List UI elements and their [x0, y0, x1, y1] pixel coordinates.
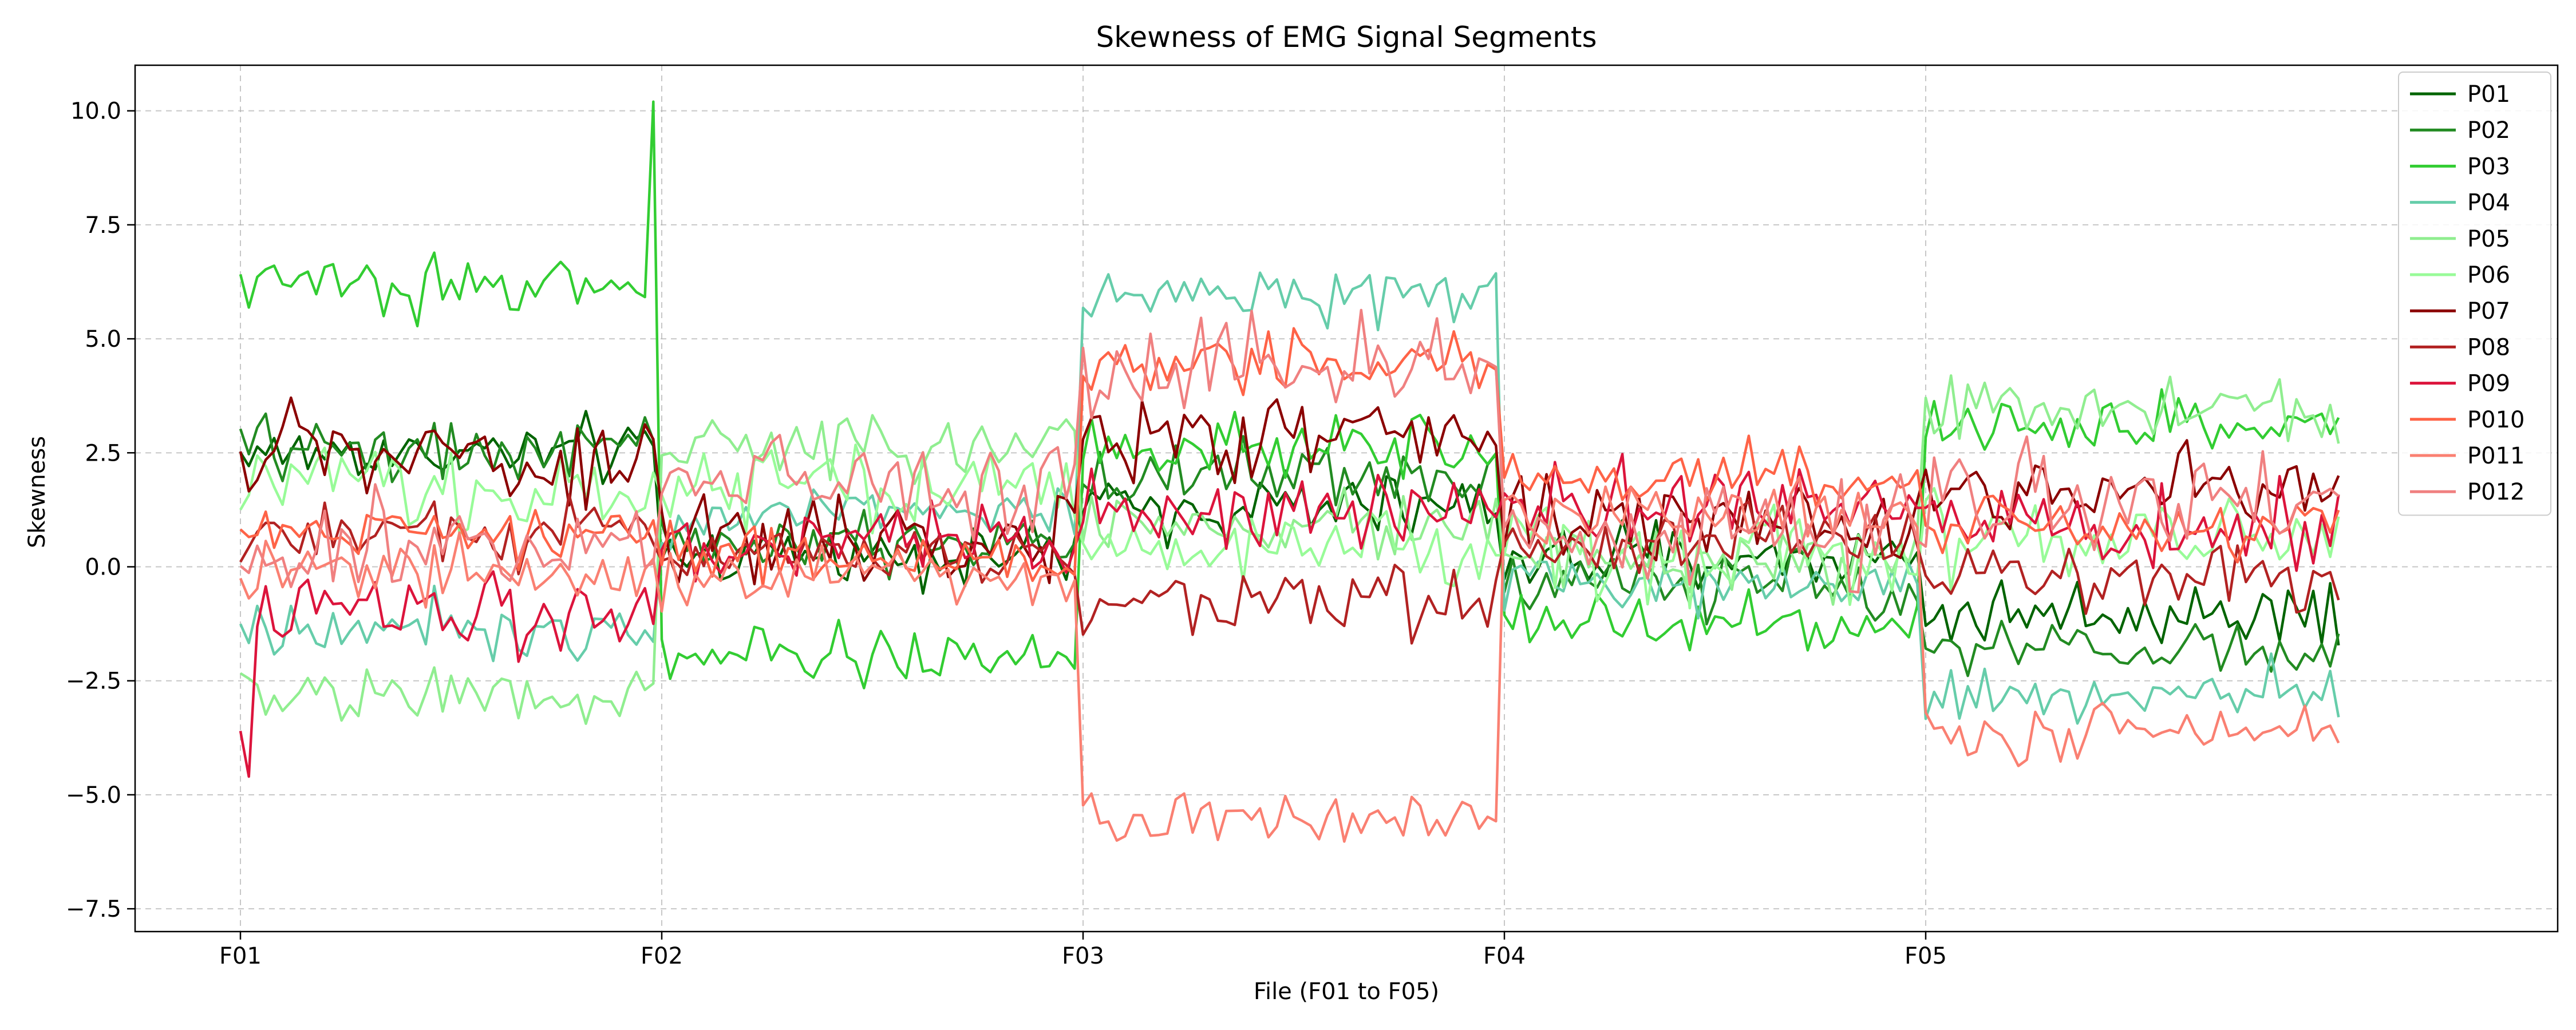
- x-tick-label: F02: [641, 943, 683, 969]
- legend-label: P04: [2467, 190, 2510, 216]
- y-tick-label: 10.0: [70, 98, 121, 125]
- x-axis-ticks: F01 F02 F03 F04 F05: [219, 932, 1947, 969]
- axes-frame: [134, 64, 2559, 933]
- legend-box: [2398, 72, 2551, 516]
- y-axis-label: Skewness: [24, 436, 50, 548]
- x-tick-label: F01: [219, 943, 262, 969]
- plot-area: [239, 100, 2340, 843]
- series-line-p03: [239, 100, 2340, 690]
- series-line-p04: [239, 271, 2340, 725]
- y-tick-label: 5.0: [85, 326, 121, 352]
- legend-label: P08: [2467, 334, 2510, 360]
- y-tick-label: 0.0: [85, 554, 121, 581]
- legend-label: P09: [2467, 371, 2510, 397]
- y-tick-label: 2.5: [85, 440, 121, 466]
- y-tick-label: −7.5: [66, 896, 121, 922]
- legend-label: P06: [2467, 262, 2510, 288]
- x-axis-label: File (F01 to F05): [1254, 978, 1439, 1005]
- series-line-p010: [239, 327, 2340, 588]
- y-tick-label: −5.0: [66, 782, 121, 809]
- y-tick-label: 7.5: [85, 212, 121, 239]
- series-line-p012: [239, 308, 2340, 594]
- legend-label: P012: [2467, 479, 2524, 505]
- legend-label: P05: [2467, 226, 2510, 252]
- x-tick-label: F03: [1062, 943, 1104, 969]
- legend-label: P02: [2467, 117, 2510, 144]
- legend: P01 P02 P03 P04 P05 P06 P07 P08 P09 P010 P011 P012: [2398, 72, 2551, 516]
- legend-label: P011: [2467, 443, 2524, 469]
- series-line-p011: [239, 476, 2340, 843]
- legend-label: P07: [2467, 298, 2510, 324]
- legend-label: P010: [2467, 407, 2524, 433]
- legend-label: P01: [2467, 81, 2510, 108]
- series-line-p08: [239, 493, 2340, 645]
- chart-title: Skewness of EMG Signal Segments: [1096, 21, 1597, 54]
- y-axis-ticks: −7.5 −5.0 −2.5 0.0 2.5 5.0 7.5 10.0: [66, 98, 135, 922]
- y-tick-label: −2.5: [66, 668, 121, 695]
- series-line-p02: [239, 412, 2340, 678]
- x-tick-label: F05: [1905, 943, 1947, 969]
- series-line-p07: [239, 396, 2340, 585]
- grid-lines: [135, 65, 2558, 932]
- x-tick-label: F04: [1483, 943, 1526, 969]
- legend-label: P03: [2467, 153, 2510, 180]
- series-line-p05: [239, 374, 2340, 725]
